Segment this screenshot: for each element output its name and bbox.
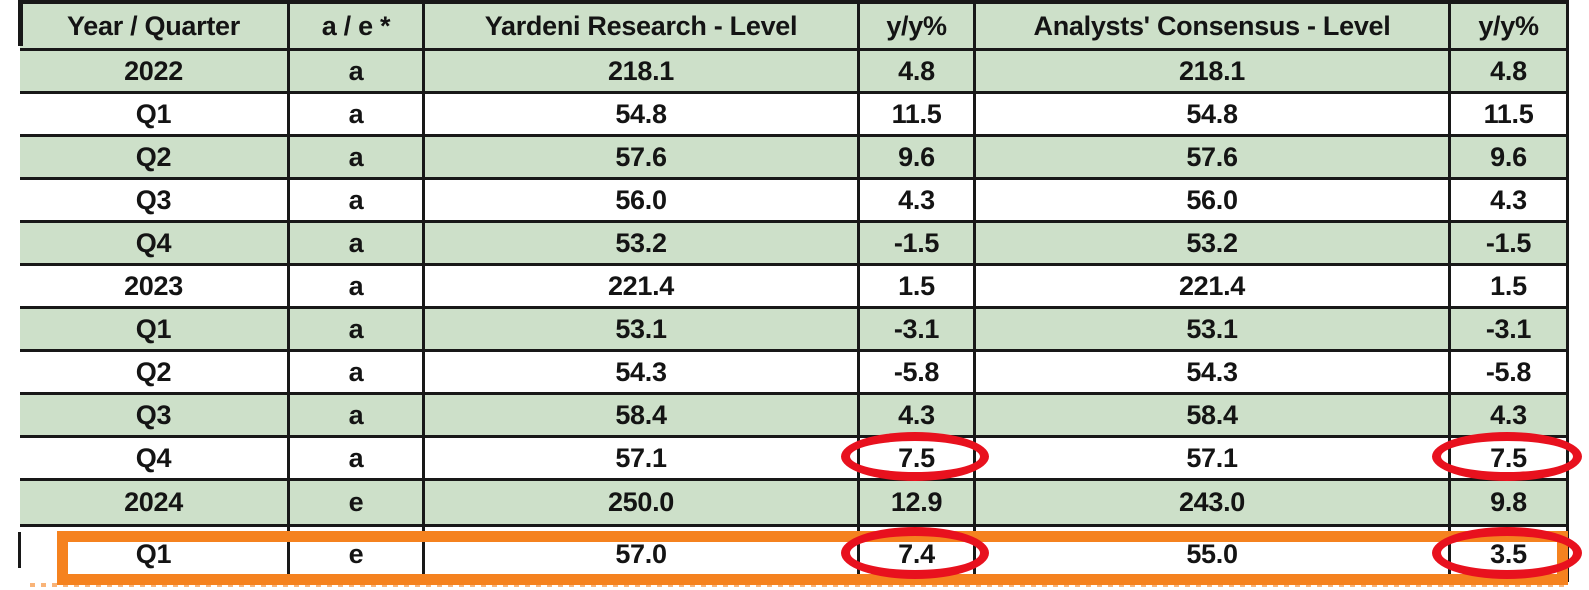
table-cell: 54.3	[973, 349, 1448, 392]
table-cell: Q4	[20, 220, 287, 263]
table-cell: -3.1	[1448, 306, 1566, 349]
table-cell: Q1	[20, 306, 287, 349]
table-cell: a	[287, 392, 422, 435]
table-cell: 4.3	[1448, 392, 1566, 435]
table-cell: -1.5	[1448, 220, 1566, 263]
header-cell: y/y%	[1448, 4, 1566, 48]
table-cell: 57.6	[973, 134, 1448, 177]
table-cell: a	[287, 263, 422, 306]
table-cell: 53.2	[973, 220, 1448, 263]
table-cell: Q1	[20, 91, 287, 134]
table-cell: a	[287, 177, 422, 220]
table-left-border-top	[18, 0, 23, 46]
header-cell: a / e *	[287, 4, 422, 48]
table-cell: 11.5	[857, 91, 973, 134]
table-cell: a	[287, 91, 422, 134]
table-cell: Q1	[20, 524, 287, 582]
table-cell: Q3	[20, 392, 287, 435]
table-cell: e	[287, 524, 422, 582]
table-cell: 7.4	[857, 524, 973, 582]
table-cell: 53.1	[973, 306, 1448, 349]
table-cell: 12.9	[857, 478, 973, 524]
table-cell: 9.8	[1448, 478, 1566, 524]
table-cell: 4.8	[1448, 48, 1566, 91]
table-left-border-bottom	[18, 532, 21, 568]
header-cell: Analysts' Consensus - Level	[973, 4, 1448, 48]
table-cell: -1.5	[857, 220, 973, 263]
table-cell: 3.5	[1448, 524, 1566, 582]
table-cell: -3.1	[857, 306, 973, 349]
table-cell: a	[287, 220, 422, 263]
table-cell: 54.8	[422, 91, 857, 134]
table-cell: Q2	[20, 134, 287, 177]
table-cell: 2024	[20, 478, 287, 524]
orange-dotted-line	[30, 583, 1568, 587]
table-cell: 57.0	[422, 524, 857, 582]
table-cell: 4.3	[857, 177, 973, 220]
table-cell: 4.3	[1448, 177, 1566, 220]
data-table: Year / Quarter a / e * Yardeni Research - …	[20, 0, 1569, 582]
table-cell: 57.6	[422, 134, 857, 177]
table-cell: 53.1	[422, 306, 857, 349]
table-cell: 1.5	[1448, 263, 1566, 306]
table-cell: a	[287, 134, 422, 177]
table-cell: 4.8	[857, 48, 973, 91]
table-cell: a	[287, 48, 422, 91]
table-cell: 58.4	[422, 392, 857, 435]
table-cell: 9.6	[857, 134, 973, 177]
table-cell: 55.0	[973, 524, 1448, 582]
table-cell: 250.0	[422, 478, 857, 524]
table-cell: 7.5	[1448, 435, 1566, 478]
table-cell: a	[287, 349, 422, 392]
table-cell: a	[287, 306, 422, 349]
table-cell: 57.1	[422, 435, 857, 478]
table-cell: 2022	[20, 48, 287, 91]
table-cell: 221.4	[973, 263, 1448, 306]
table-cell: 56.0	[422, 177, 857, 220]
table-cell: 4.3	[857, 392, 973, 435]
header-cell: y/y%	[857, 4, 973, 48]
table-cell: 9.6	[1448, 134, 1566, 177]
table-cell: 53.2	[422, 220, 857, 263]
table-cell: 1.5	[857, 263, 973, 306]
table-cell: 11.5	[1448, 91, 1566, 134]
table-cell: 56.0	[973, 177, 1448, 220]
table-cell: 54.8	[973, 91, 1448, 134]
table-cell: 243.0	[973, 478, 1448, 524]
header-cell: Yardeni Research - Level	[422, 4, 857, 48]
table-cell: 218.1	[422, 48, 857, 91]
table-cell: -5.8	[857, 349, 973, 392]
table-cell: 54.3	[422, 349, 857, 392]
table-cell: 7.5	[857, 435, 973, 478]
table-cell: 218.1	[973, 48, 1448, 91]
table-cell: -5.8	[1448, 349, 1566, 392]
table-cell: e	[287, 478, 422, 524]
table-cell: Q4	[20, 435, 287, 478]
table-cell: 221.4	[422, 263, 857, 306]
table-cell: Q3	[20, 177, 287, 220]
table-cell: 2023	[20, 263, 287, 306]
table-cell: 58.4	[973, 392, 1448, 435]
table-cell: 57.1	[973, 435, 1448, 478]
table-cell: a	[287, 435, 422, 478]
table-cell: Q2	[20, 349, 287, 392]
header-cell: Year / Quarter	[20, 4, 287, 48]
